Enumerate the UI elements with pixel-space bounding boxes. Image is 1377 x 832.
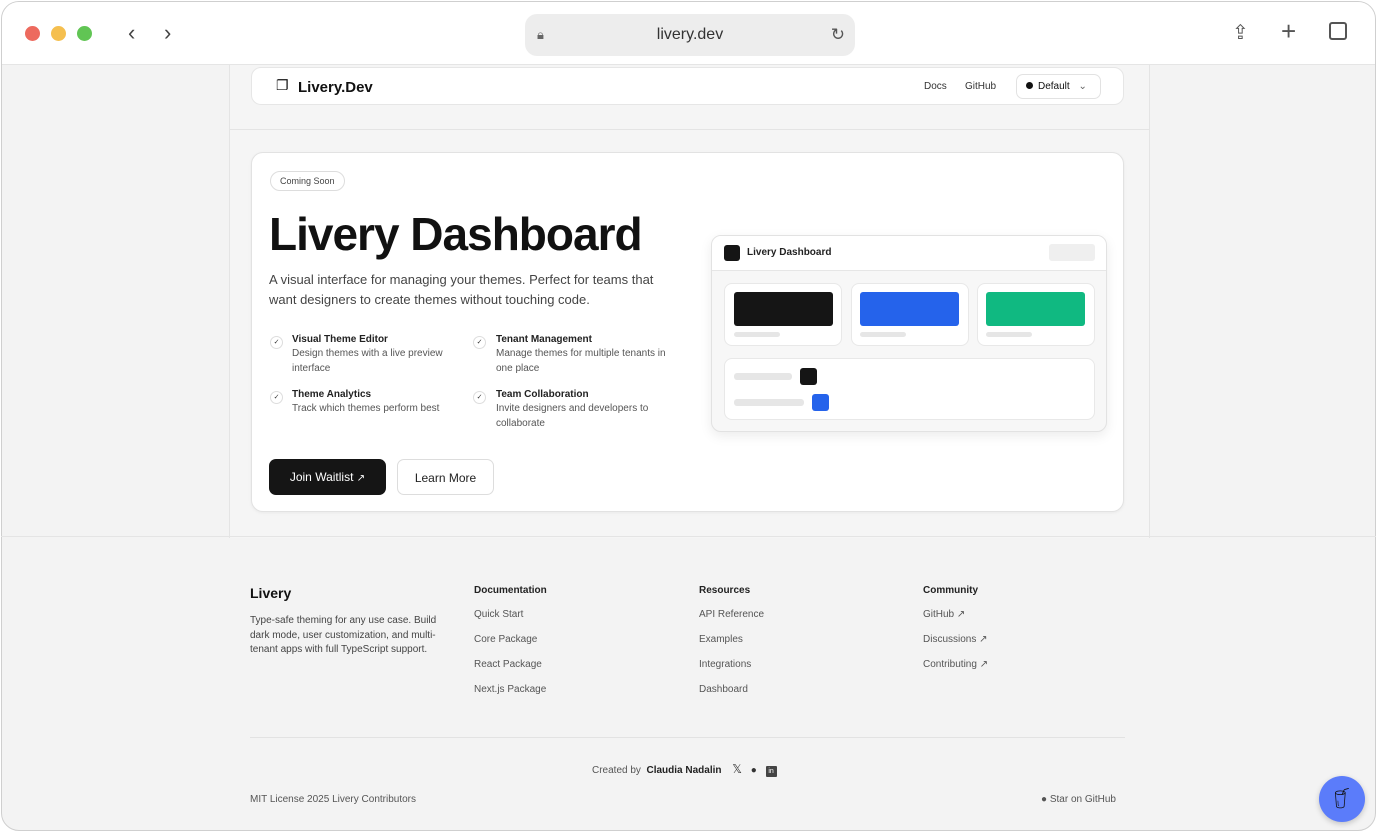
- maximize-window-button[interactable]: [77, 26, 92, 41]
- dashboard-preview: Livery Dashboard: [711, 235, 1107, 432]
- feature-item: Team Collaboration Invite designers and d…: [496, 389, 649, 429]
- back-icon[interactable]: ‹: [128, 20, 136, 45]
- footer-link[interactable]: API Reference: [699, 609, 765, 620]
- preview-card: [851, 283, 969, 346]
- tabs-overview-icon[interactable]: [1329, 22, 1347, 40]
- footer-link[interactable]: Integrations: [699, 659, 752, 670]
- preview-list: [724, 358, 1095, 420]
- footer-column-resources: Resources API Reference Examples Integrati…: [699, 585, 765, 695]
- feature-item: Visual Theme Editor Design themes with a …: [292, 334, 443, 374]
- hero-card: Coming Soon Livery Dashboard A visual in…: [251, 152, 1124, 512]
- footer-link[interactable]: Discussions ↗: [923, 634, 988, 645]
- x-icon[interactable]: 𝕏: [732, 762, 742, 776]
- page-title: Livery Dashboard: [269, 208, 643, 260]
- coming-soon-badge: Coming Soon: [270, 171, 345, 191]
- footer-tagline: Type-safe theming for any use case. Buil…: [250, 615, 437, 655]
- footer-link[interactable]: Contributing ↗: [923, 659, 989, 670]
- footer-link[interactable]: React Package: [474, 659, 542, 670]
- url-text: livery.dev: [656, 26, 724, 43]
- reload-icon[interactable]: ↻: [830, 25, 845, 44]
- footer-column-documentation: Documentation Quick Start Core Package Rea…: [474, 585, 547, 695]
- credits: Created by Claudia Nadalin 𝕏 ● in: [592, 762, 777, 777]
- preview-card: [724, 283, 842, 346]
- buy-me-a-coffee-button[interactable]: 🥤︎: [1319, 776, 1365, 822]
- footer-column-community: Community GitHub ↗ Discussions ↗ Contribut…: [923, 585, 989, 670]
- footer-link[interactable]: Examples: [699, 634, 743, 645]
- join-waitlist-button[interactable]: Join Waitlist ↗: [269, 459, 386, 495]
- preview-logo-icon: [724, 245, 740, 261]
- new-tab-icon[interactable]: +: [1281, 16, 1297, 46]
- footer-brand: Livery: [250, 585, 292, 601]
- theme-dot-icon: [1026, 82, 1033, 89]
- coffee-cup-icon: 🥤︎: [1329, 788, 1355, 810]
- theme-select[interactable]: Default ⌄: [1016, 74, 1101, 99]
- preview-title: Livery Dashboard: [747, 247, 832, 258]
- logo[interactable]: Livery.Dev: [298, 79, 373, 96]
- address-bar[interactable]: 🔒︎ livery.dev ↻: [525, 14, 855, 56]
- divider: [229, 129, 1150, 130]
- footer-link[interactable]: Quick Start: [474, 609, 524, 620]
- close-window-button[interactable]: [25, 26, 40, 41]
- forward-icon[interactable]: ›: [164, 20, 172, 45]
- chevron-down-icon: ⌄: [1078, 81, 1087, 92]
- nav-github[interactable]: GitHub: [965, 81, 997, 92]
- lock-icon: 🔒︎: [537, 27, 544, 42]
- check-icon: ✓: [270, 336, 283, 349]
- check-icon: ✓: [473, 391, 486, 404]
- footer-link[interactable]: Dashboard: [699, 684, 748, 695]
- site-header: ❐ Livery.Dev Docs GitHub Default ⌄: [251, 67, 1124, 105]
- theme-value: Default: [1038, 81, 1070, 92]
- browser-toolbar: ‹ › 🔒︎ livery.dev ↻ ⇪ +: [2, 2, 1375, 65]
- minimize-window-button[interactable]: [51, 26, 66, 41]
- hero-description: A visual interface for managing your the…: [269, 272, 654, 307]
- footer-link[interactable]: GitHub ↗: [923, 609, 966, 620]
- footer-link[interactable]: Next.js Package: [474, 684, 547, 695]
- github-icon[interactable]: ●: [750, 765, 757, 776]
- feature-item: Tenant Management Manage themes for multi…: [496, 334, 666, 374]
- author-link[interactable]: Claudia Nadalin: [646, 765, 722, 776]
- footer-link[interactable]: Core Package: [474, 634, 538, 645]
- linkedin-icon[interactable]: in: [765, 766, 777, 777]
- feature-item: Theme Analytics Track which themes perfor…: [292, 389, 440, 414]
- license-text: MIT License 2025 Livery Contributors: [250, 794, 417, 805]
- external-link-icon: ↗: [356, 473, 366, 484]
- github-icon: ●: [1041, 794, 1048, 805]
- learn-more-button[interactable]: Learn More: [397, 459, 494, 495]
- star-on-github-link[interactable]: ● Star on GitHub: [1041, 794, 1116, 805]
- nav-docs[interactable]: Docs: [924, 81, 947, 92]
- logo-icon: ❐: [276, 77, 289, 93]
- share-icon[interactable]: ⇪: [1232, 22, 1249, 44]
- check-icon: ✓: [270, 391, 283, 404]
- check-icon: ✓: [473, 336, 486, 349]
- preview-card: [977, 283, 1095, 346]
- divider: [250, 737, 1125, 738]
